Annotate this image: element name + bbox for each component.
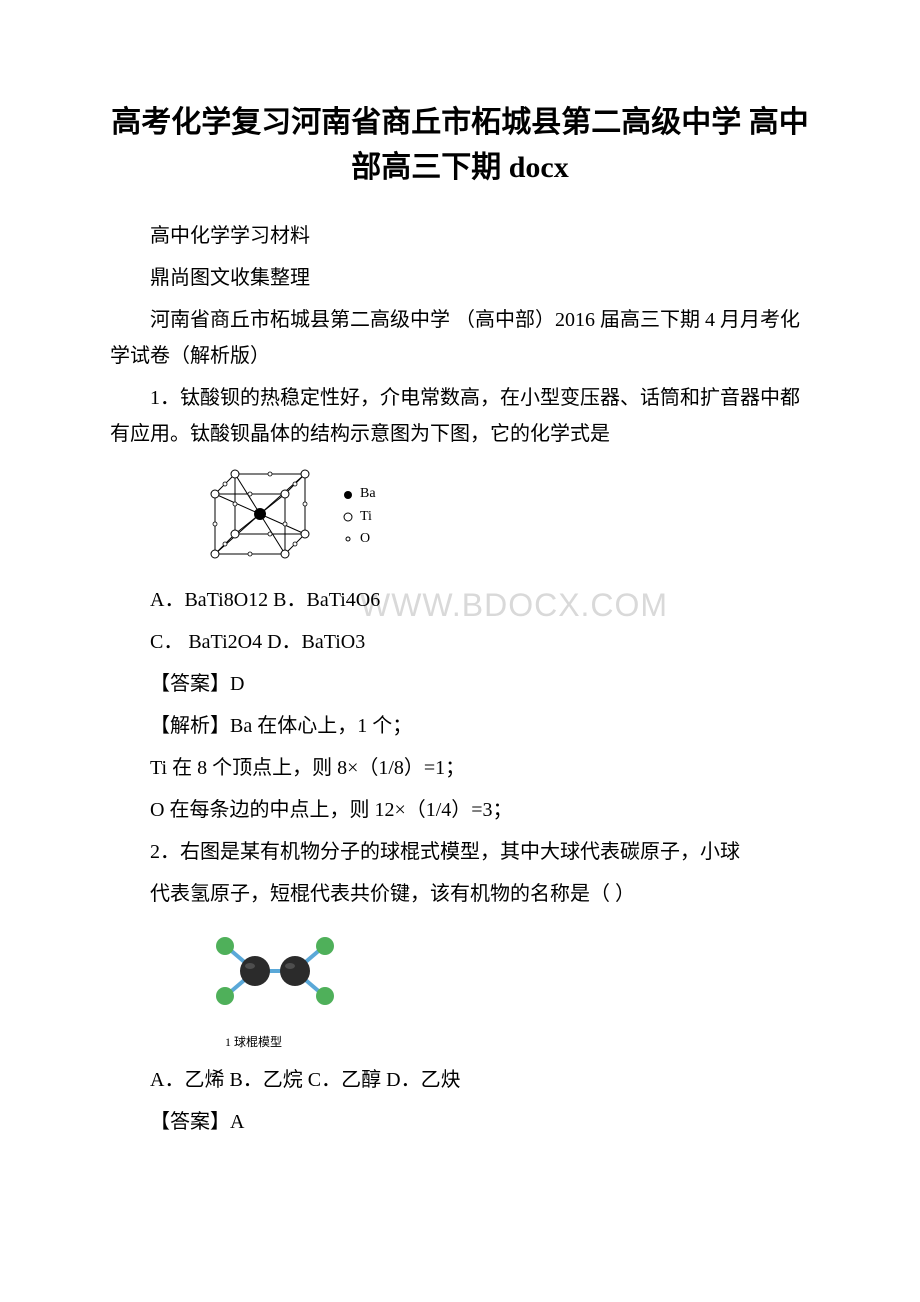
q1-analysis-1: 【解析】Ba 在体心上，1 个； [110,708,810,744]
paragraph-exam-title: 河南省商丘市柘城县第二高级中学 （高中部）2016 届高三下期 4 月月考化学试… [110,302,810,374]
molecule-caption: 1 球棍模型 [225,1032,810,1054]
question-2-text-1: 2．右图是某有机物分子的球棍式模型，其中大球代表碳原子，小球 [110,834,810,870]
molecule-diagram-svg [200,926,360,1016]
document-title: 高考化学复习河南省商丘市柘城县第二高级中学 高中部高三下期 docx [110,100,810,190]
legend-o: O [342,528,376,550]
crystal-diagram-svg [200,462,330,572]
crystal-legend: Ba Ti O [342,483,376,550]
question-1-text: 1．钛酸钡的热稳定性好，介电常数高，在小型变压器、话筒和扩音器中都有应用。钛酸钡… [110,380,810,452]
q1-options-ab: A．BaTi8O12 B．BaTi4O6 [110,582,810,618]
crystal-structure-figure: Ba Ti O [200,462,810,572]
question-2-text-2: 代表氢原子，短棍代表共价键，该有机物的名称是（ ） [110,876,810,912]
legend-o-label: O [360,528,370,550]
q2-options: A．乙烯 B．乙烷 C．乙醇 D．乙炔 [110,1062,810,1098]
legend-ba: Ba [342,483,376,505]
legend-ba-label: Ba [360,483,376,505]
q1-options-cd: C． BaTi2O4 D．BaTiO3 [110,624,810,660]
q2-answer: 【答案】A [110,1104,810,1140]
q1-answer: 【答案】D [110,666,810,702]
legend-ti: Ti [342,506,376,528]
legend-ti-label: Ti [360,506,372,528]
q1-analysis-2: Ti 在 8 个顶点上，则 8×（1/8）=1； [110,750,810,786]
q1-analysis-3: O 在每条边的中点上，则 12×（1/4）=3； [110,792,810,828]
paragraph-source: 鼎尚图文收集整理 [110,260,810,296]
paragraph-material: 高中化学学习材料 [110,218,810,254]
